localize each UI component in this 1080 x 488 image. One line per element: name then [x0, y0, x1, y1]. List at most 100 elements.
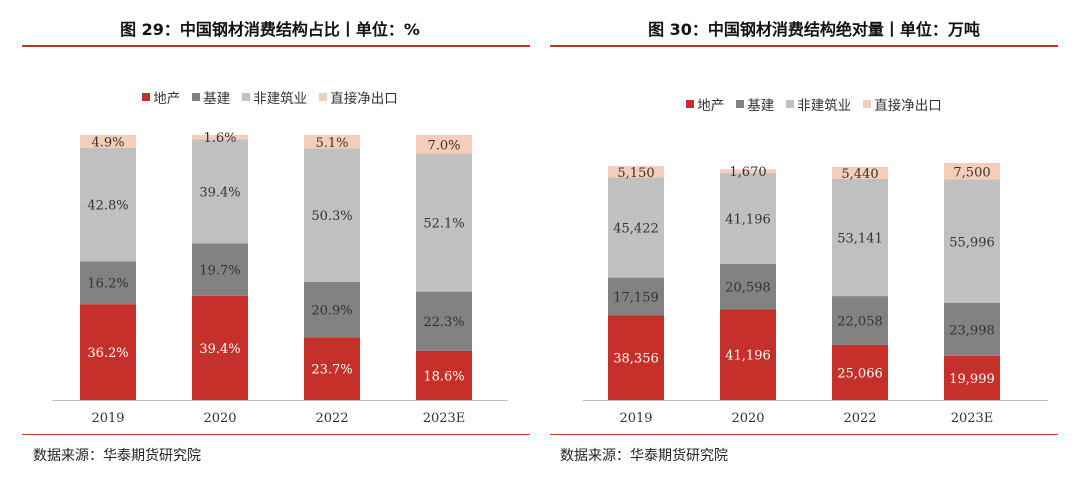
bar-segment: [416, 135, 472, 154]
data-label: 4.9%: [91, 135, 124, 150]
bar-segment: [832, 178, 888, 297]
data-label: 39.4%: [199, 185, 240, 200]
bar-segment: [80, 261, 136, 305]
data-label: 18.6%: [423, 369, 464, 384]
bar-segment: [416, 350, 472, 400]
bar-segment: [720, 169, 776, 173]
x-tick-label: 2023E: [423, 411, 466, 426]
bar-segment: [192, 135, 248, 140]
data-label: 20,598: [725, 280, 771, 295]
chart-title: 图 30：中国钢材消费结构绝对量丨单位：万吨: [648, 20, 980, 39]
bar-segment: [80, 135, 136, 148]
data-label: 7.0%: [427, 138, 460, 153]
bar-segment: [304, 337, 360, 400]
legend-item: 基建: [192, 87, 230, 107]
bar-segment: [944, 179, 1000, 303]
data-label: 38,356: [613, 352, 659, 367]
data-label: 7,500: [953, 165, 990, 180]
footer-divider: [550, 434, 1058, 435]
chart-panel-share: 图 29：中国钢材消费结构占比丨单位：% 地产 基建 非建筑业 直接净出口 36.2%…: [0, 20, 540, 464]
legend-swatch: [686, 100, 695, 108]
data-label: 55,996: [949, 235, 995, 250]
legend-label: 非建筑业: [253, 91, 308, 107]
bar-segment: [304, 281, 360, 338]
bar-segment: [608, 315, 664, 400]
data-label: 1.6%: [203, 131, 236, 146]
x-tick-label: 2022: [315, 411, 348, 426]
data-label: 52.1%: [423, 217, 464, 232]
bar-segment: [832, 296, 888, 345]
legend-item: 地产: [686, 94, 724, 114]
bar-segment: [80, 147, 136, 262]
data-label: 23.7%: [311, 363, 352, 378]
x-tick-label: 2023E: [951, 411, 994, 426]
legend-label: 基建: [203, 91, 231, 107]
bar-segment: [832, 166, 888, 179]
data-label: 50.3%: [311, 209, 352, 224]
data-label: 22,058: [837, 314, 883, 329]
bar-segment: [80, 304, 136, 400]
data-label: 39.4%: [199, 342, 240, 357]
chart-legend: 地产 基建 非建筑业 直接净出口: [548, 94, 1080, 114]
stacked-bar-chart-share: 36.2% 16.2% 42.8% 4.9% 2019 39.4% 19.7% 39.4% 1.…: [52, 131, 508, 426]
bar-segment: [944, 163, 1000, 180]
legend-item: 非建筑业: [786, 94, 851, 114]
bar-segment: [832, 344, 888, 400]
legend-swatch: [863, 100, 872, 108]
bar-segment: [944, 302, 1000, 356]
data-label: 17,159: [613, 291, 659, 306]
legend-swatch: [319, 93, 328, 101]
x-tick-label: 2019: [619, 411, 652, 426]
data-label: 23,998: [949, 323, 995, 338]
bar-segment: [608, 166, 664, 178]
legend-swatch: [142, 93, 151, 101]
stacked-bar-chart-volume: 38,356 17,159 45,422 5,150 2019 41,196 20,598 4…: [583, 163, 1048, 426]
bar-segment: [192, 243, 248, 296]
legend-label: 地产: [153, 91, 181, 107]
chart-legend: 地产 基建 非建筑业 直接净出口: [0, 87, 540, 107]
data-label: 36.2%: [87, 346, 128, 361]
bar-segment: [944, 355, 1000, 400]
legend-swatch: [192, 93, 201, 101]
x-tick-label: 2020: [731, 411, 764, 426]
legend-item: 基建: [736, 94, 774, 114]
data-label: 42.8%: [87, 199, 128, 214]
chart-title: 图 29：中国钢材消费结构占比丨单位：%: [120, 20, 420, 39]
data-label: 25,066: [837, 366, 883, 381]
data-label: 1,670: [729, 165, 766, 180]
data-label: 41,196: [725, 212, 771, 227]
legend-swatch: [786, 100, 795, 108]
footer-divider: [22, 434, 530, 435]
legend-swatch: [242, 93, 251, 101]
legend-label: 地产: [697, 98, 725, 114]
bar-segment: [192, 139, 248, 244]
bar-segment: [608, 277, 664, 316]
x-tick-label: 2019: [91, 411, 124, 426]
chart-panel-volume: 图 30：中国钢材消费结构绝对量丨单位：万吨 地产 基建 非建筑业 直接净出口 38,…: [548, 0, 1080, 488]
data-label: 5,150: [617, 166, 654, 181]
data-label: 5.1%: [315, 136, 348, 151]
bar-segment: [304, 135, 360, 149]
source-note: 数据来源：华泰期货研究院: [33, 448, 201, 464]
data-label: 53,141: [837, 232, 883, 247]
data-label: 5,440: [841, 167, 878, 182]
legend-item: 非建筑业: [242, 87, 307, 107]
legend-label: 直接净出口: [874, 98, 942, 114]
legend-item: 直接净出口: [319, 87, 398, 107]
legend-label: 非建筑业: [797, 98, 852, 114]
data-label: 19.7%: [199, 264, 240, 279]
x-tick-label: 2020: [203, 411, 236, 426]
legend-item: 直接净出口: [863, 94, 942, 114]
title-divider: [550, 45, 1058, 47]
bar-segment: [416, 153, 472, 292]
bar-segment: [720, 172, 776, 264]
data-label: 20.9%: [311, 304, 352, 319]
legend-label: 直接净出口: [330, 91, 398, 107]
bar-segment: [304, 148, 360, 282]
data-label: 19,999: [949, 372, 995, 387]
legend-swatch: [736, 100, 745, 108]
bar-segment: [720, 263, 776, 310]
title-divider: [22, 45, 530, 47]
x-tick-label: 2022: [843, 411, 876, 426]
bar-segment: [720, 309, 776, 400]
